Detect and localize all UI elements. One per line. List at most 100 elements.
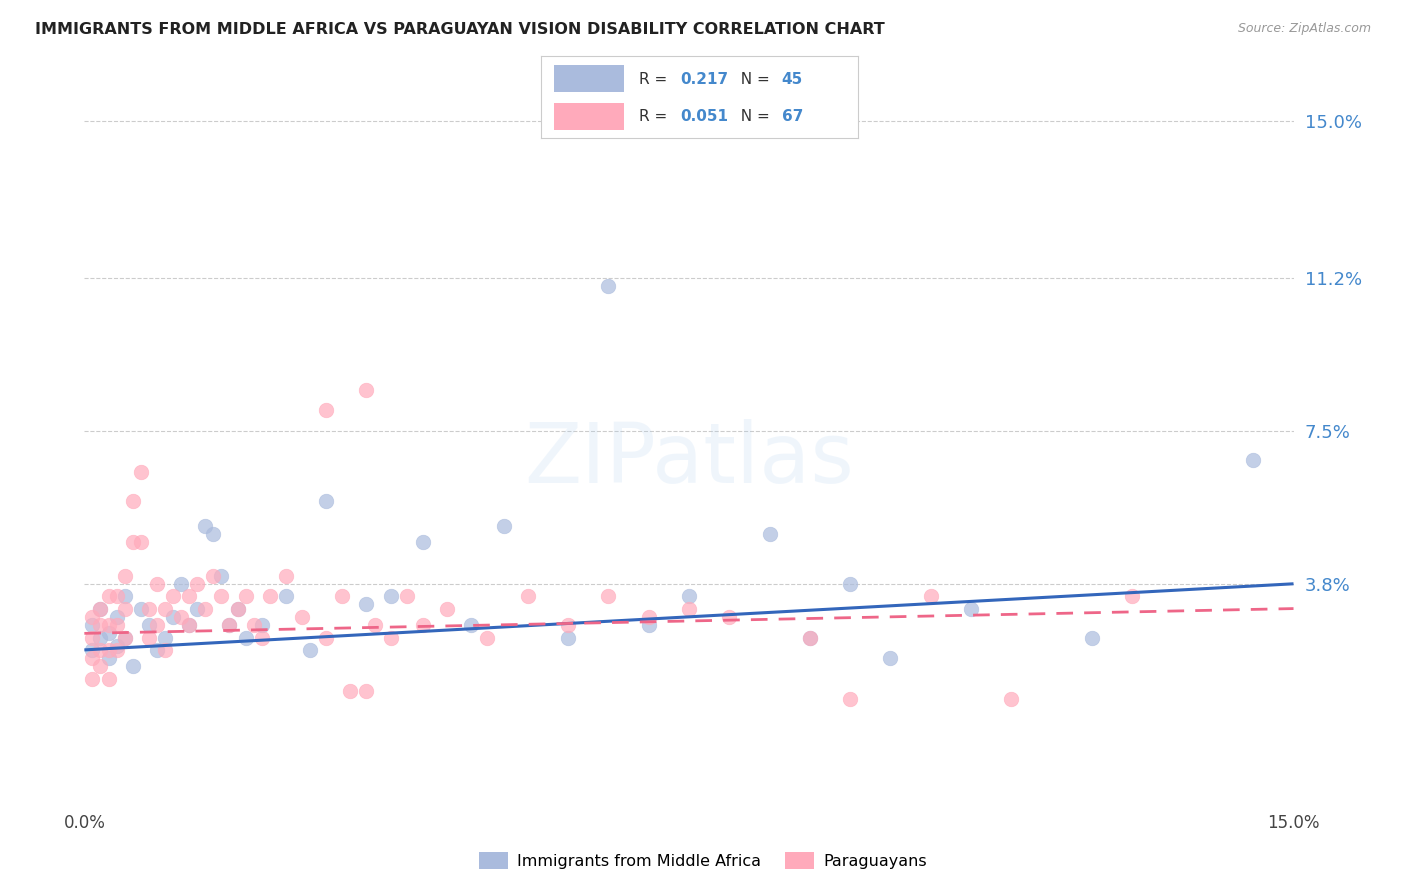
Point	[436, 601, 458, 615]
Point	[121, 535, 143, 549]
Point	[330, 589, 353, 603]
Point	[678, 589, 700, 603]
Point	[89, 618, 111, 632]
Point	[179, 618, 201, 632]
Text: N =: N =	[731, 71, 775, 87]
Point	[799, 631, 821, 645]
Point	[250, 631, 273, 645]
Text: Source: ZipAtlas.com: Source: ZipAtlas.com	[1237, 22, 1371, 36]
Point	[1081, 631, 1104, 645]
Point	[395, 589, 418, 603]
Point	[82, 631, 104, 645]
Point	[226, 601, 249, 615]
Point	[363, 618, 385, 632]
Point	[235, 589, 257, 603]
Point	[412, 618, 434, 632]
Point	[315, 631, 337, 645]
Point	[129, 535, 152, 549]
Point	[1000, 692, 1022, 706]
Point	[516, 589, 538, 603]
Point	[274, 589, 297, 603]
Point	[637, 618, 659, 632]
Point	[97, 626, 120, 640]
Point	[105, 610, 128, 624]
Point	[202, 527, 225, 541]
Point	[138, 631, 160, 645]
Point	[105, 639, 128, 653]
Point	[146, 618, 169, 632]
Point	[242, 618, 264, 632]
Point	[598, 589, 620, 603]
Point	[758, 527, 780, 541]
Text: R =: R =	[640, 109, 672, 124]
Point	[82, 610, 104, 624]
Point	[114, 601, 136, 615]
Point	[209, 568, 232, 582]
Point	[637, 610, 659, 624]
Point	[598, 279, 620, 293]
Point	[209, 589, 232, 603]
Point	[557, 618, 579, 632]
Point	[299, 643, 322, 657]
Text: 0.217: 0.217	[681, 71, 728, 87]
Point	[186, 576, 208, 591]
Point	[315, 494, 337, 508]
Point	[82, 672, 104, 686]
Point	[380, 589, 402, 603]
Point	[146, 576, 169, 591]
Text: ZIPatlas: ZIPatlas	[524, 418, 853, 500]
Point	[114, 589, 136, 603]
Text: 0.051: 0.051	[681, 109, 728, 124]
Point	[105, 618, 128, 632]
Point	[1121, 589, 1143, 603]
Point	[557, 631, 579, 645]
Point	[82, 643, 104, 657]
Point	[114, 568, 136, 582]
Point	[170, 610, 193, 624]
Point	[89, 643, 111, 657]
Point	[1241, 452, 1264, 467]
Point	[89, 601, 111, 615]
Point	[82, 651, 104, 665]
Point	[179, 618, 201, 632]
Text: R =: R =	[640, 71, 672, 87]
Point	[89, 601, 111, 615]
Point	[105, 589, 128, 603]
Point	[356, 383, 378, 397]
Point	[460, 618, 482, 632]
Point	[179, 589, 201, 603]
Point	[138, 618, 160, 632]
Point	[274, 568, 297, 582]
Point	[291, 610, 314, 624]
Point	[97, 589, 120, 603]
Point	[226, 601, 249, 615]
Point	[153, 631, 176, 645]
Point	[799, 631, 821, 645]
Point	[492, 519, 515, 533]
Point	[162, 589, 184, 603]
Point	[218, 618, 240, 632]
Point	[718, 610, 741, 624]
Point	[121, 659, 143, 673]
Point	[218, 618, 240, 632]
Point	[114, 631, 136, 645]
Point	[202, 568, 225, 582]
Bar	[554, 65, 624, 92]
Point	[678, 601, 700, 615]
Point	[186, 601, 208, 615]
Point	[97, 651, 120, 665]
Point	[121, 494, 143, 508]
Point	[170, 576, 193, 591]
Point	[89, 631, 111, 645]
Point	[129, 601, 152, 615]
Point	[194, 601, 217, 615]
Text: IMMIGRANTS FROM MIDDLE AFRICA VS PARAGUAYAN VISION DISABILITY CORRELATION CHART: IMMIGRANTS FROM MIDDLE AFRICA VS PARAGUA…	[35, 22, 884, 37]
Point	[153, 601, 176, 615]
Point	[82, 618, 104, 632]
Point	[920, 589, 942, 603]
Point	[146, 643, 169, 657]
Text: 45: 45	[782, 71, 803, 87]
Point	[380, 631, 402, 645]
Point	[105, 643, 128, 657]
Legend: Immigrants from Middle Africa, Paraguayans: Immigrants from Middle Africa, Paraguaya…	[472, 846, 934, 875]
